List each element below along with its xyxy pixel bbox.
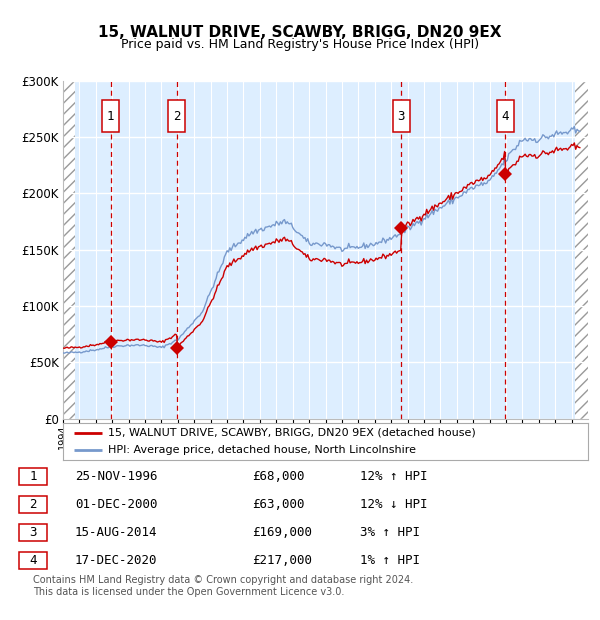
Text: £63,000: £63,000	[252, 498, 305, 511]
Text: 4: 4	[29, 554, 37, 567]
Text: 1: 1	[107, 110, 115, 123]
Text: 3: 3	[398, 110, 405, 123]
Text: £68,000: £68,000	[252, 471, 305, 483]
Text: £169,000: £169,000	[252, 526, 312, 539]
Text: 1% ↑ HPI: 1% ↑ HPI	[360, 554, 420, 567]
Text: 15-AUG-2014: 15-AUG-2014	[75, 526, 157, 539]
FancyBboxPatch shape	[103, 100, 119, 132]
Text: HPI: Average price, detached house, North Lincolnshire: HPI: Average price, detached house, Nort…	[107, 445, 416, 455]
Text: 12% ↓ HPI: 12% ↓ HPI	[360, 498, 427, 511]
FancyBboxPatch shape	[393, 100, 409, 132]
Bar	[575, 81, 588, 419]
Text: 2: 2	[29, 498, 37, 511]
Text: 01-DEC-2000: 01-DEC-2000	[75, 498, 157, 511]
Text: Price paid vs. HM Land Registry's House Price Index (HPI): Price paid vs. HM Land Registry's House …	[121, 38, 479, 51]
Text: 3: 3	[29, 526, 37, 539]
Text: 3% ↑ HPI: 3% ↑ HPI	[360, 526, 420, 539]
FancyBboxPatch shape	[169, 100, 185, 132]
Text: 12% ↑ HPI: 12% ↑ HPI	[360, 471, 427, 483]
Bar	[63, 81, 76, 419]
Text: £217,000: £217,000	[252, 554, 312, 567]
Text: 17-DEC-2020: 17-DEC-2020	[75, 554, 157, 567]
Text: 2: 2	[173, 110, 180, 123]
FancyBboxPatch shape	[497, 100, 514, 132]
Text: 15, WALNUT DRIVE, SCAWBY, BRIGG, DN20 9EX (detached house): 15, WALNUT DRIVE, SCAWBY, BRIGG, DN20 9E…	[107, 428, 475, 438]
Text: 4: 4	[502, 110, 509, 123]
Text: 15, WALNUT DRIVE, SCAWBY, BRIGG, DN20 9EX: 15, WALNUT DRIVE, SCAWBY, BRIGG, DN20 9E…	[98, 25, 502, 40]
Text: 1: 1	[29, 471, 37, 483]
Text: Contains HM Land Registry data © Crown copyright and database right 2024.
This d: Contains HM Land Registry data © Crown c…	[33, 575, 413, 597]
Text: 25-NOV-1996: 25-NOV-1996	[75, 471, 157, 483]
